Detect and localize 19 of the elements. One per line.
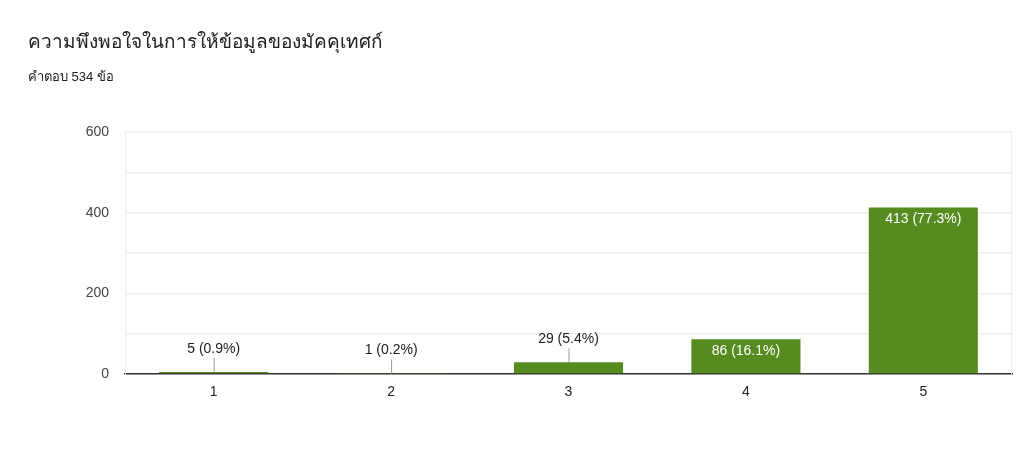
bar [868,207,978,374]
x-tick-label: 4 [742,383,750,400]
x-tick-label: 3 [564,383,573,400]
data-label: 5 (0.9%) [187,339,241,356]
y-tick-label: 600 [85,122,110,139]
y-tick-label: 0 [101,364,110,381]
bar [691,339,801,374]
bar [513,362,624,374]
data-label: 1 (0.2%) [364,341,418,358]
chart-title: ความพึงพอใจในการให้ข้อมูลของมัคคุเทศก์ [28,30,383,55]
data-label: 413 (77.3%) [885,210,962,227]
y-tick-label: 400 [85,203,110,220]
x-tick-label: 5 [919,383,928,400]
chart-subtitle: คำตอบ 534 ข้อ [28,68,114,86]
data-label: 29 (5.4%) [538,330,599,347]
data-label: 86 (16.1%) [711,342,781,359]
y-tick-label: 200 [85,284,110,301]
x-tick-label: 2 [387,383,396,400]
x-tick-label: 1 [209,383,218,400]
